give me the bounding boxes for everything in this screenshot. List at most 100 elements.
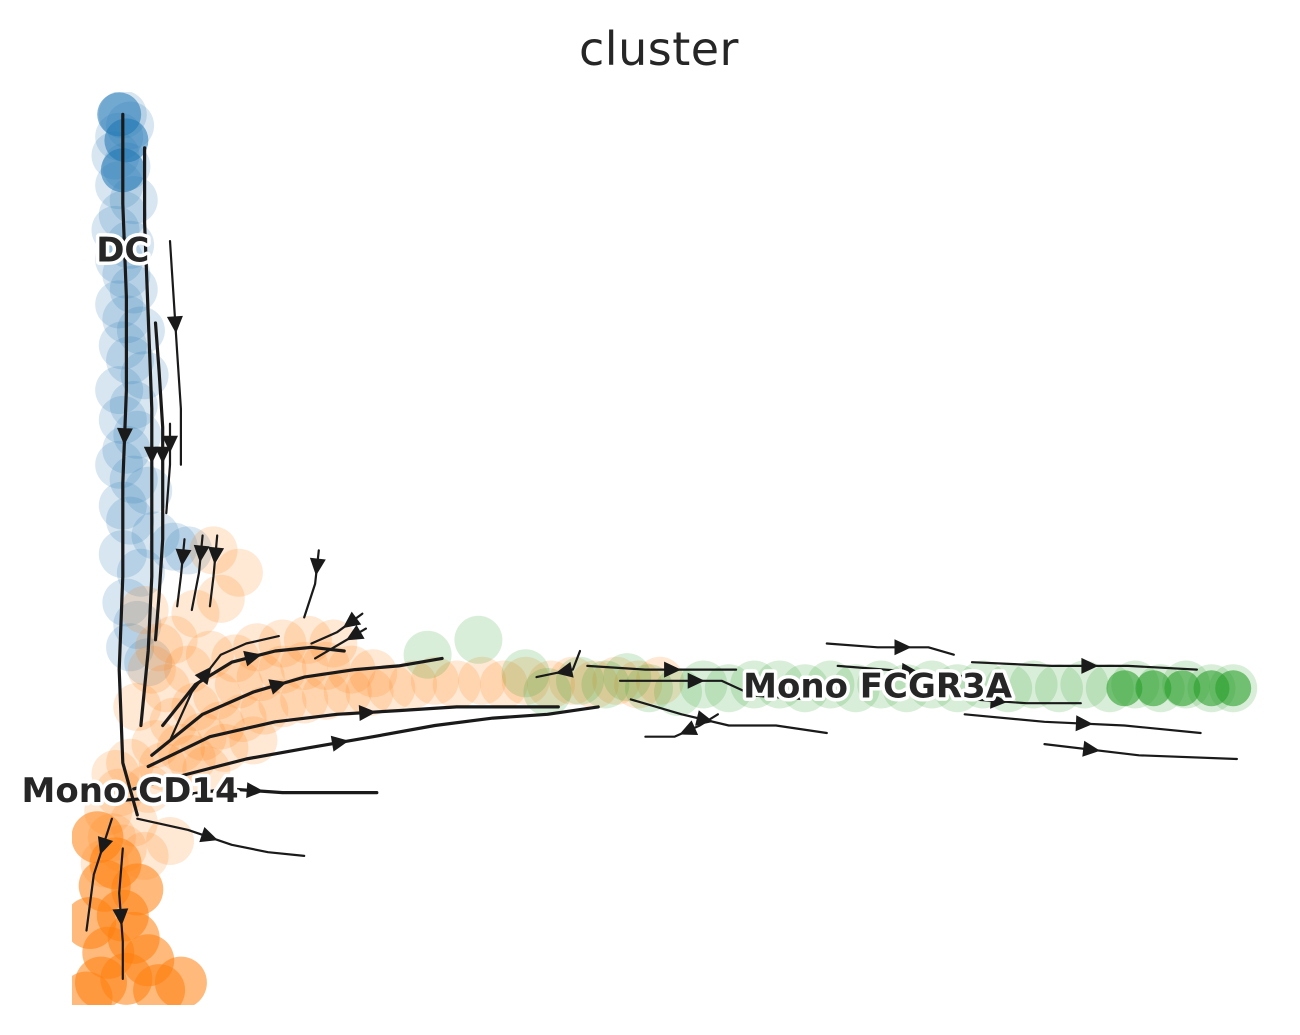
streamline bbox=[168, 635, 280, 742]
streamline-arrowhead bbox=[1075, 715, 1093, 732]
streamline-arrowhead bbox=[1082, 740, 1101, 757]
cell-point bbox=[614, 660, 663, 709]
streamline bbox=[117, 112, 139, 817]
cell-points-layer bbox=[72, 92, 1258, 1005]
cell-point bbox=[98, 395, 147, 444]
cell-point bbox=[258, 619, 307, 668]
cell-point bbox=[149, 697, 198, 746]
cell-point bbox=[91, 205, 140, 254]
streamline bbox=[629, 698, 828, 735]
cell-point bbox=[479, 660, 528, 709]
streamline-arrowhead bbox=[901, 662, 919, 679]
streamline-arrowhead bbox=[990, 692, 1008, 709]
streamline-arrowhead bbox=[112, 908, 129, 926]
cell-point bbox=[581, 660, 630, 709]
cell-point bbox=[806, 660, 855, 709]
cell-point bbox=[309, 619, 358, 668]
cell-point-core bbox=[111, 863, 164, 916]
streamline-arrowhead bbox=[268, 679, 287, 695]
streamline-arrowhead bbox=[664, 661, 682, 678]
streamline-arrowhead bbox=[894, 639, 912, 656]
cell-point bbox=[283, 615, 332, 664]
streamline-arrowhead bbox=[246, 782, 264, 799]
streamline-arrowhead bbox=[117, 427, 133, 446]
streamline-arrowhead bbox=[342, 611, 362, 629]
streamline-arrowhead bbox=[687, 672, 705, 689]
streamline-arrowhead bbox=[162, 435, 178, 453]
cell-point bbox=[280, 675, 329, 724]
cell-point bbox=[432, 660, 481, 709]
cell-point bbox=[106, 738, 155, 787]
cell-point bbox=[280, 641, 329, 690]
cell-point bbox=[410, 656, 459, 705]
cell-point bbox=[146, 817, 194, 865]
cell-point bbox=[214, 548, 263, 597]
cell-point bbox=[106, 496, 155, 545]
cell-point-core bbox=[154, 956, 207, 1005]
streamline bbox=[132, 705, 600, 791]
streamline bbox=[150, 656, 444, 757]
cell-point bbox=[403, 630, 452, 679]
streamline-arrowhead bbox=[143, 446, 160, 464]
cell-point bbox=[106, 336, 155, 385]
streamline bbox=[825, 642, 955, 656]
cluster-labels-layer: DC Mono CD14 Mono FCGR3A bbox=[18, 227, 1016, 814]
streamline-arrowhead bbox=[97, 836, 114, 855]
streamlines-layer bbox=[85, 112, 1238, 980]
cell-point bbox=[570, 660, 619, 709]
streamline bbox=[970, 698, 1082, 705]
cell-point-core bbox=[72, 897, 117, 949]
cell-point bbox=[95, 366, 144, 415]
cell-point bbox=[1035, 664, 1083, 713]
cell-point bbox=[193, 671, 242, 720]
streamline-arrowhead bbox=[1081, 657, 1099, 674]
cell-point bbox=[95, 440, 144, 489]
streamline bbox=[85, 817, 113, 932]
cell-point bbox=[323, 668, 372, 716]
cell-point bbox=[1060, 660, 1109, 709]
cell-point bbox=[91, 750, 140, 798]
cell-point bbox=[882, 664, 931, 713]
cell-point bbox=[349, 649, 398, 698]
chart-title: cluster bbox=[579, 22, 739, 76]
cell-point bbox=[131, 511, 180, 560]
streamline bbox=[1043, 743, 1238, 761]
cell-point bbox=[831, 664, 880, 713]
streamline bbox=[136, 817, 306, 857]
cell-point bbox=[196, 574, 245, 623]
cell-point bbox=[679, 660, 728, 709]
cell-point-core bbox=[72, 811, 124, 864]
cell-point bbox=[120, 351, 169, 400]
cell-point bbox=[458, 656, 507, 705]
cell-point-core bbox=[1106, 670, 1143, 707]
cell-point-core bbox=[1164, 670, 1201, 707]
cell-point bbox=[454, 615, 503, 664]
cell-point bbox=[214, 660, 263, 709]
streamline-arrowhead bbox=[358, 705, 377, 721]
streamline-arrowhead bbox=[330, 735, 349, 752]
cell-point bbox=[113, 682, 162, 731]
cluster-label-mono-cd14: Mono CD14 bbox=[22, 771, 239, 811]
cell-point bbox=[102, 578, 151, 627]
streamline-arrowhead bbox=[208, 546, 225, 565]
streamline-arrowhead bbox=[309, 557, 326, 576]
streamline-arrowhead bbox=[166, 315, 183, 334]
cell-point bbox=[171, 589, 220, 638]
streamline-arrowhead bbox=[194, 666, 212, 685]
cell-point bbox=[367, 664, 416, 713]
cell-point bbox=[142, 664, 191, 713]
cell-point bbox=[106, 220, 155, 269]
cell-point-core bbox=[1215, 670, 1252, 707]
cell-point bbox=[857, 660, 906, 709]
cell-point bbox=[704, 664, 753, 713]
cell-point bbox=[1009, 660, 1058, 709]
cell-point bbox=[127, 645, 176, 694]
streamline-arrowhead bbox=[199, 827, 218, 843]
cell-point bbox=[603, 653, 652, 702]
cell-point bbox=[302, 641, 350, 690]
cell-point bbox=[501, 656, 550, 705]
streamline-arrowhead bbox=[695, 710, 714, 726]
streamline-arrowhead bbox=[175, 548, 192, 567]
cell-point bbox=[258, 679, 307, 728]
